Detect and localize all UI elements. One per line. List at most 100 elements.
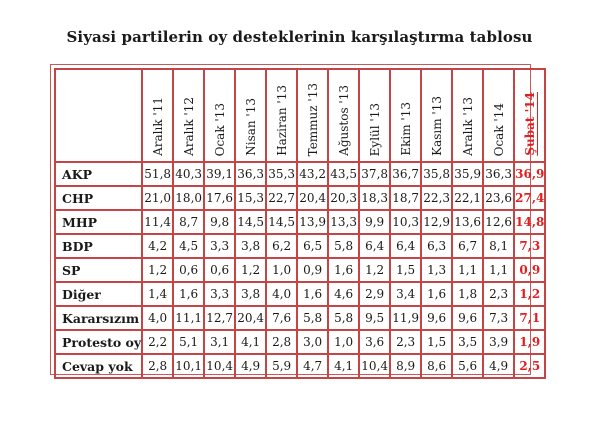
value-cell: 9,5 <box>360 307 392 331</box>
value-cell-latest: 7,3 <box>515 235 547 259</box>
value-cell: 9,9 <box>360 211 392 235</box>
value-cell: 3,4 <box>391 283 423 307</box>
month-header-latest: Şubat '14 <box>515 70 547 163</box>
month-header: Haziran '13 <box>267 70 299 163</box>
value-cell: 3,8 <box>236 283 268 307</box>
value-cell: 20,3 <box>329 187 361 211</box>
value-cell: 1,8 <box>453 283 485 307</box>
value-cell: 4,7 <box>298 355 330 379</box>
value-cell: 11,4 <box>143 211 175 235</box>
value-cell: 8,1 <box>484 235 516 259</box>
value-cell: 20,4 <box>236 307 268 331</box>
value-cell: 2,8 <box>267 331 299 355</box>
value-cell: 1,2 <box>236 259 268 283</box>
value-cell: 40,3 <box>174 163 206 187</box>
value-cell: 5,1 <box>174 331 206 355</box>
party-name: Cevap yok <box>56 355 144 379</box>
value-cell: 2,8 <box>143 355 175 379</box>
value-cell: 14,5 <box>236 211 268 235</box>
value-cell: 5,8 <box>329 307 361 331</box>
table-row: Protesto oy 2,2 5,1 3,1 4,1 2,8 3,0 1,0 3,6 2,3 1,… <box>56 331 547 355</box>
value-cell: 0,6 <box>174 259 206 283</box>
value-cell: 21,0 <box>143 187 175 211</box>
value-cell: 43,2 <box>298 163 330 187</box>
value-cell: 4,6 <box>329 283 361 307</box>
table-row: CHP 21,0 18,0 17,6 15,3 22,7 20,4 20,3 18,3 18,7 2… <box>56 187 547 211</box>
value-cell: 1,4 <box>143 283 175 307</box>
month-header: Ağustos '13 <box>329 70 361 163</box>
value-cell: 2,9 <box>360 283 392 307</box>
table-row: AKP 51,8 40,3 39,1 36,3 35,3 43,2 43,5 37,8 36,7 3… <box>56 163 547 187</box>
value-cell: 6,2 <box>267 235 299 259</box>
value-cell: 10,4 <box>205 355 237 379</box>
party-name: BDP <box>56 235 144 259</box>
value-cell: 20,4 <box>298 187 330 211</box>
value-cell: 6,5 <box>298 235 330 259</box>
month-header: Kasım '13 <box>422 70 454 163</box>
value-cell: 35,8 <box>422 163 454 187</box>
value-cell: 39,1 <box>205 163 237 187</box>
value-cell: 9,8 <box>205 211 237 235</box>
value-cell-latest: 14,8 <box>515 211 547 235</box>
value-cell: 0,6 <box>205 259 237 283</box>
value-cell: 4,0 <box>267 283 299 307</box>
table-row: Kararsızım 4,0 11,1 12,7 20,4 7,6 5,8 5,8 9,5 11,… <box>56 307 547 331</box>
month-header: Ocak '13 <box>205 70 237 163</box>
value-cell-latest: 36,9 <box>515 163 547 187</box>
value-cell: 36,3 <box>236 163 268 187</box>
value-cell: 11,1 <box>174 307 206 331</box>
page-title: Siyasi partilerin oy desteklerinin karşı… <box>66 28 533 46</box>
value-cell: 5,8 <box>298 307 330 331</box>
value-cell: 43,5 <box>329 163 361 187</box>
corner-cell <box>56 70 144 163</box>
value-cell: 10,4 <box>360 355 392 379</box>
value-cell: 5,9 <box>267 355 299 379</box>
value-cell: 10,1 <box>174 355 206 379</box>
value-cell: 6,4 <box>360 235 392 259</box>
value-cell: 18,0 <box>174 187 206 211</box>
value-cell: 18,7 <box>391 187 423 211</box>
value-cell: 36,7 <box>391 163 423 187</box>
value-cell: 12,6 <box>484 211 516 235</box>
party-name: AKP <box>56 163 144 187</box>
value-cell: 1,6 <box>422 283 454 307</box>
value-cell: 5,6 <box>453 355 485 379</box>
value-cell: 3,3 <box>205 283 237 307</box>
value-cell: 4,9 <box>236 355 268 379</box>
value-cell: 10,3 <box>391 211 423 235</box>
value-cell-latest: 1,9 <box>515 331 547 355</box>
value-cell: 9,6 <box>453 307 485 331</box>
poll-table: Aralık '11 Aralık '12 Ocak '13 Nisan '13… <box>54 68 547 379</box>
value-cell: 7,3 <box>484 307 516 331</box>
value-cell: 14,5 <box>267 211 299 235</box>
party-name: Diğer <box>56 283 144 307</box>
value-cell: 12,7 <box>205 307 237 331</box>
table-row: Diğer 1,4 1,6 3,3 3,8 4,0 1,6 4,6 2,9 3,4 1,6 1,8 2,… <box>56 283 547 307</box>
value-cell: 13,3 <box>329 211 361 235</box>
value-cell: 1,5 <box>391 259 423 283</box>
month-header: Ocak '14 <box>484 70 516 163</box>
table-frame <box>50 64 531 375</box>
value-cell: 1,0 <box>267 259 299 283</box>
value-cell: 3,3 <box>205 235 237 259</box>
value-cell: 11,9 <box>391 307 423 331</box>
value-cell: 22,1 <box>453 187 485 211</box>
value-cell: 8,9 <box>391 355 423 379</box>
value-cell: 22,3 <box>422 187 454 211</box>
value-cell: 3,0 <box>298 331 330 355</box>
value-cell: 1,3 <box>422 259 454 283</box>
party-name: Kararsızım <box>56 307 144 331</box>
value-cell: 1,1 <box>453 259 485 283</box>
month-header: Temmuz '13 <box>298 70 330 163</box>
value-cell: 0,9 <box>298 259 330 283</box>
value-cell: 6,3 <box>422 235 454 259</box>
value-cell-latest: 27,4 <box>515 187 547 211</box>
value-cell: 4,2 <box>143 235 175 259</box>
value-cell: 9,6 <box>422 307 454 331</box>
value-cell: 1,6 <box>174 283 206 307</box>
month-header: Ekim '13 <box>391 70 423 163</box>
value-cell: 6,7 <box>453 235 485 259</box>
value-cell: 3,8 <box>236 235 268 259</box>
party-name: CHP <box>56 187 144 211</box>
value-cell: 1,6 <box>329 259 361 283</box>
